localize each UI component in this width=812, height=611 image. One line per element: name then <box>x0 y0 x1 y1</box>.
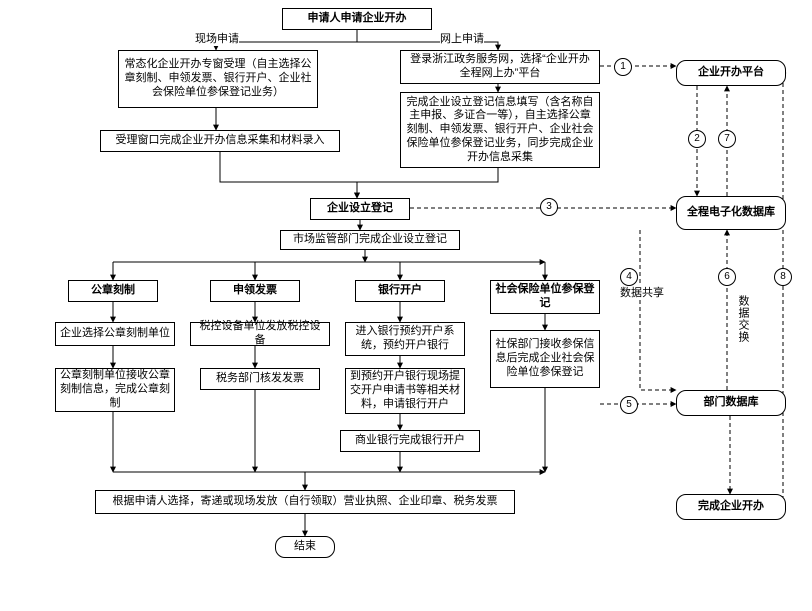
node-lblOnline: 网上申请 <box>440 30 484 46</box>
node-c3a: 进入银行预约开户系统，预约开户银行 <box>345 322 465 356</box>
circle-n7: 7 <box>718 130 736 148</box>
node-lblOnsite: 现场申请 <box>195 30 239 46</box>
node-h2: 申领发票 <box>210 280 300 302</box>
node-lblShare: 数据共享 <box>620 284 664 300</box>
circle-n2: 2 <box>688 130 706 148</box>
node-c1b: 公章刻制单位接收公章刻制信息，完成公章刻制 <box>55 368 175 412</box>
node-rDone: 完成企业开办 <box>676 494 786 520</box>
circle-n6: 6 <box>718 268 736 286</box>
node-start: 申请人申请企业开办 <box>282 8 432 30</box>
node-end: 结束 <box>275 536 335 558</box>
node-rPlat: 企业开办平台 <box>676 60 786 86</box>
circle-n1: 1 <box>614 58 632 76</box>
node-c1a: 企业选择公章刻制单位 <box>55 322 175 346</box>
node-h4: 社会保险单位参保登记 <box>490 280 600 314</box>
circle-n5: 5 <box>620 396 638 414</box>
node-c3c: 商业银行完成银行开户 <box>340 430 480 452</box>
node-c2b: 税务部门核发发票 <box>200 368 320 390</box>
node-a1: 常态化企业开办专窗受理（自主选择公章刻制、申领发票、银行开户、企业社会保险单位参… <box>118 50 318 108</box>
node-c4a: 社保部门接收参保信息后完成企业社会保险单位参保登记 <box>490 330 600 388</box>
circle-n8: 8 <box>774 268 792 286</box>
node-c2a: 税控设备单位发放税控设备 <box>190 322 330 346</box>
node-b1: 登录浙江政务服务网，选择“企业开办全程网上办”平台 <box>400 50 600 84</box>
node-setup2: 市场监管部门完成企业设立登记 <box>280 230 460 250</box>
node-rDept: 部门数据库 <box>676 390 786 416</box>
node-rDb: 全程电子化数据库 <box>676 196 786 230</box>
node-a2: 受理窗口完成企业开办信息采集和材料录入 <box>100 130 340 152</box>
node-c3b: 到预约开户银行现场提交开户申请书等相关材料，申请银行开户 <box>345 368 465 414</box>
node-final: 根据申请人选择，寄递或现场发放（自行领取）营业执照、企业印章、税务发票 <box>95 490 515 514</box>
node-setup: 企业设立登记 <box>310 198 410 220</box>
circle-n3: 3 <box>540 198 558 216</box>
node-h1: 公章刻制 <box>68 280 158 302</box>
node-h3: 银行开户 <box>355 280 445 302</box>
circle-n4: 4 <box>620 268 638 286</box>
node-b2: 完成企业设立登记信息填写（含名称自主申报、多证合一等），自主选择公章刻制、申领发… <box>400 92 600 168</box>
node-lblExch: 数据交换 <box>735 295 751 343</box>
